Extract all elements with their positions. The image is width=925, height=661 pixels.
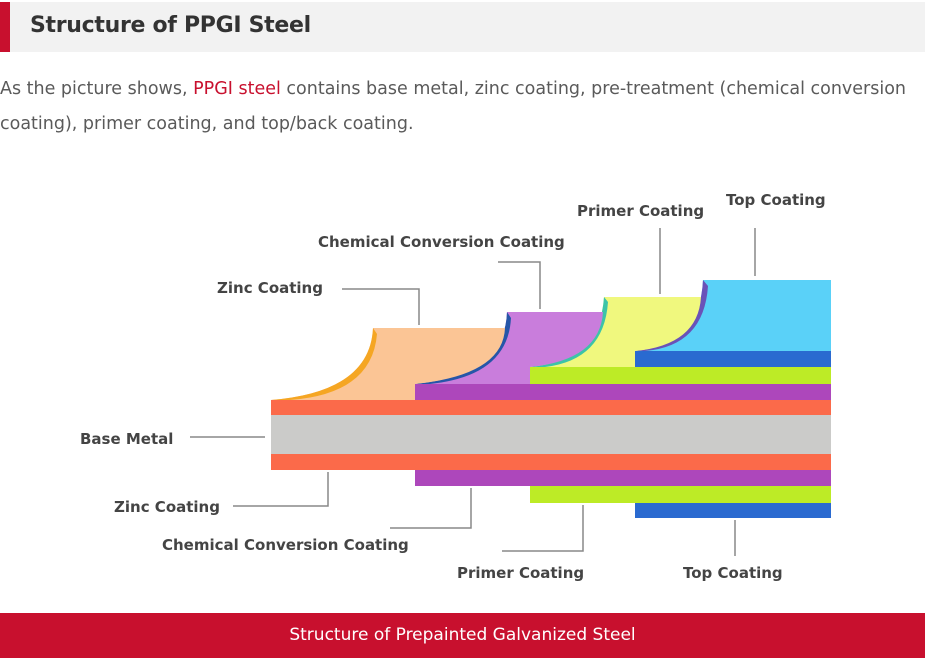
intro-text: As the picture shows, xyxy=(0,79,194,99)
label-zinc-coating-bottom: Zinc Coating xyxy=(114,498,220,516)
section-title: Structure of PPGI Steel xyxy=(30,13,311,38)
label-primer-coating: Primer Coating xyxy=(577,202,704,220)
chem-band-top xyxy=(415,384,831,400)
leader-chem-bottom xyxy=(390,488,472,529)
zinc-band-top xyxy=(271,400,831,415)
leader-chem xyxy=(498,261,541,309)
diagram-caption: Structure of Prepainted Galvanized Steel xyxy=(0,613,925,658)
primer-layer-top xyxy=(530,297,701,367)
label-top-coating: Top Coating xyxy=(726,191,826,209)
chem-layer-top xyxy=(415,312,603,384)
primer-band-bottom xyxy=(530,486,831,503)
label-zinc-coating: Zinc Coating xyxy=(217,279,323,297)
intro-paragraph: As the picture shows, PPGI steel contain… xyxy=(0,72,925,142)
leader-zinc xyxy=(342,288,420,325)
topcoat-band-top xyxy=(635,351,831,367)
label-base-metal: Base Metal xyxy=(80,430,173,448)
leader-zinc-bottom xyxy=(233,472,329,507)
chem-band-bottom xyxy=(415,470,831,486)
label-primer-coating-bottom: Primer Coating xyxy=(457,564,584,582)
intro-text-rest: contains base metal, zinc coating, pre-t… xyxy=(0,79,907,134)
ppgi-steel-link[interactable]: PPGI steel xyxy=(193,79,281,99)
zinc-edge xyxy=(271,328,377,400)
label-chemical-conversion-bottom: Chemical Conversion Coating xyxy=(162,536,409,554)
label-top-coating-bottom: Top Coating xyxy=(683,564,783,582)
section-header: Structure of PPGI Steel xyxy=(0,2,925,52)
zinc-layer-top xyxy=(271,328,505,400)
primer-band-top xyxy=(530,367,831,384)
label-chemical-conversion: Chemical Conversion Coating xyxy=(318,233,565,251)
base-metal-band xyxy=(271,415,831,454)
topcoat-band-bottom xyxy=(635,503,831,518)
leader-primer-bottom xyxy=(502,505,584,552)
zinc-band-bottom xyxy=(271,454,831,470)
header-accent-bar xyxy=(0,2,10,52)
